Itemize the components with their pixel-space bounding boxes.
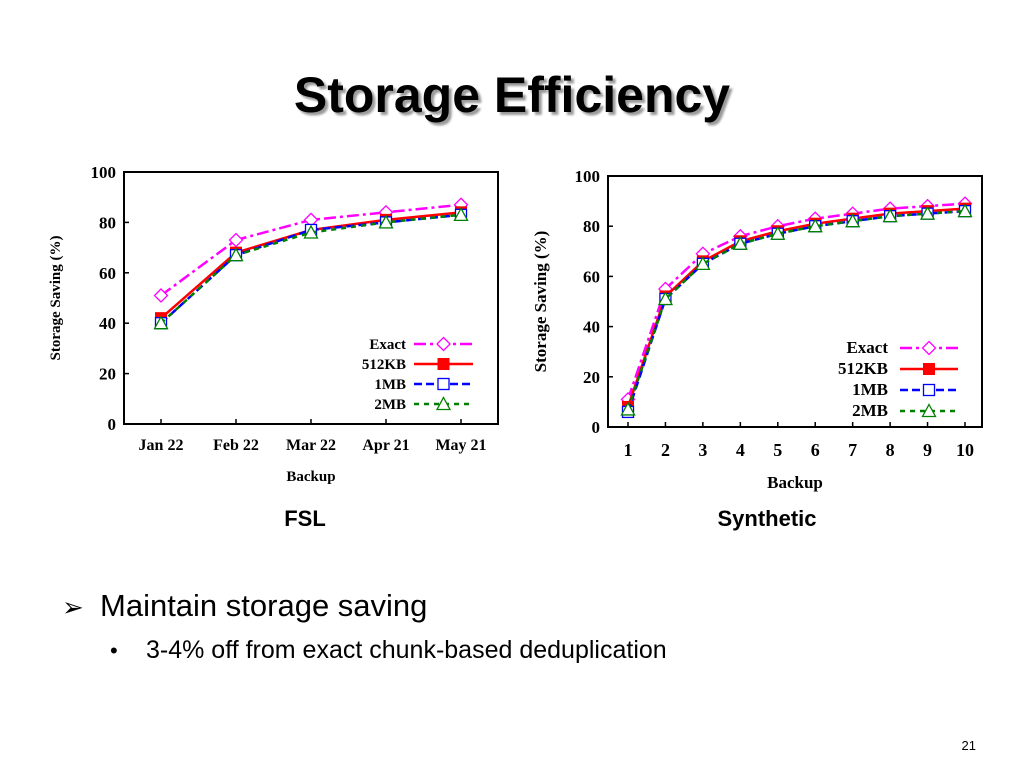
legend-label-1mb: 1MB [852,380,888,399]
sub-bullet-item: • 3-4% off from exact chunk-based dedupli… [110,636,667,665]
x-tick-label: 7 [848,440,857,460]
page-number: 21 [961,738,976,753]
x-axis-label: Backup [286,469,335,485]
x-tick-label: Mar 22 [286,437,336,454]
data-point-exact [153,288,169,303]
plot-frame [607,175,983,428]
y-tick-label: 100 [91,163,117,182]
sub-bullet-text: 3-4% off from exact chunk-based deduplic… [146,636,667,664]
bullet-dot-icon: • [110,638,118,663]
slide-title: Storage Efficiency [293,67,731,123]
data-point-2mb [378,214,394,229]
data-point-2mb [453,206,469,221]
data-point-2mb [732,235,748,250]
series-line-512kb [626,207,966,408]
y-tick-label: 0 [592,418,601,437]
legend-marker-exact [436,336,451,352]
chart-caption-synthetic: Synthetic [717,506,817,531]
y-tick-label: 0 [108,415,117,434]
series-line-2mb [160,213,462,325]
legend-marker-1mb [437,377,450,391]
x-tick-label: 6 [811,440,820,460]
data-point-2mb [620,401,636,416]
series-line-2mb [626,209,966,410]
data-point-2mb [695,255,711,270]
legend-marker-2mb [921,403,937,418]
data-point-exact [228,232,244,248]
x-tick-label: 1 [624,440,633,460]
y-tick-label: 60 [99,264,116,283]
series-2mb [153,206,469,330]
data-point-2mb [957,203,973,218]
data-point-2mb [919,205,936,220]
legend-marker-exact [921,340,937,356]
data-point-2mb [228,247,244,262]
y-tick-label: 80 [583,217,600,236]
chart-synthetic: 0 20 40 60 80 100 1 2 3 4 5 6 7 8 9 10 Backup Storage Sav… [531,167,983,492]
y-axis-label: Storage Saving (%) [48,236,64,361]
x-tick-label: May 21 [435,437,486,454]
series-line-1mb [626,209,966,413]
x-tick-label: Apr 21 [362,437,409,454]
y-tick-label: 60 [583,267,600,286]
x-tick-label: 3 [698,440,707,460]
legend-marker-2mb [435,396,452,411]
y-axis-label: Storage Saving (%) [531,231,550,373]
legend-label-2mb: 2MB [852,401,888,420]
chart-fsl: 0 20 40 60 80 100 Jan 22 Feb 22 Mar 22 Apr 21 May … [48,163,499,485]
bullet-item: ➢ Maintain storage saving [62,588,427,624]
legend-marker-512kb [923,363,935,375]
x-tick-label: Feb 22 [213,437,259,454]
y-tick-label: 40 [99,314,116,333]
y-tick-label: 20 [583,368,600,387]
data-point-2mb [845,213,861,228]
legend-label-exact: Exact [369,337,406,353]
series-1mb [621,204,972,419]
x-tick-label: Jan 22 [139,437,184,454]
series-512kb [622,202,971,413]
legend-label-1mb: 1MB [374,377,406,393]
data-point-2mb [882,208,898,223]
x-tick-label: 4 [736,440,745,460]
x-tick-label: 8 [886,440,895,460]
legend-label-exact: Exact [846,338,888,357]
y-tick-label: 40 [583,318,600,337]
data-point-2mb [303,224,319,239]
bullet-text: Maintain storage saving [100,588,428,623]
x-axis-label: Backup [767,473,823,492]
legend-label-512kb: 512KB [362,357,406,373]
legend-label-2mb: 2MB [374,397,406,413]
x-tick-label: 2 [661,440,670,460]
y-tick-label: 100 [575,167,601,186]
y-tick-label: 20 [99,365,116,384]
data-point-2mb [807,218,823,233]
series-line-exact [626,202,966,400]
bullet-arrow-icon: ➢ [62,592,84,622]
legend-label-512kb: 512KB [838,359,888,378]
legend-marker-1mb [922,383,936,397]
series-2mb [620,203,973,416]
y-tick-label: 80 [99,213,116,232]
x-tick-label: 5 [773,440,782,460]
legend-marker-512kb [437,358,450,370]
x-tick-label: 10 [956,440,974,460]
x-tick-label: 9 [923,440,932,460]
data-point-2mb [770,225,786,240]
chart-caption-fsl: FSL [284,506,326,531]
data-point-2mb [657,291,674,306]
data-point-2mb [153,315,169,330]
